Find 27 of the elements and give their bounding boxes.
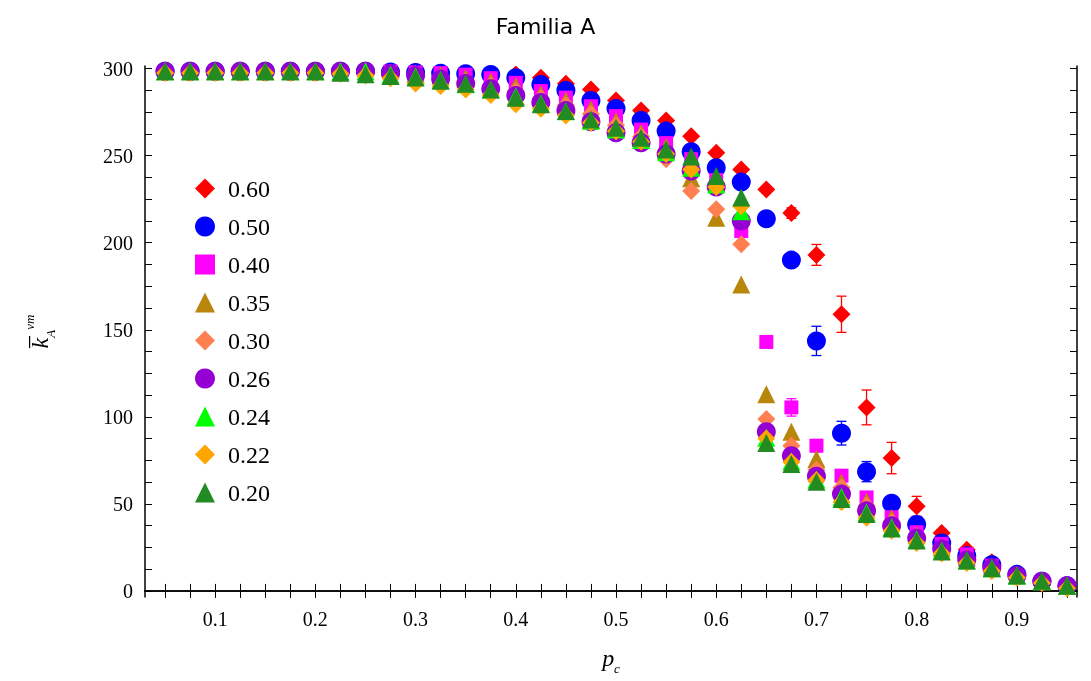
x-tick-label: 0.7 (803, 608, 829, 630)
y-axis-title: k̅Aνm (22, 314, 58, 349)
y-tick-label: 0 (123, 579, 133, 602)
x-tick-label: 0.9 (1004, 608, 1030, 630)
x-tick-label: 0.1 (202, 608, 228, 630)
chart-title: Familia A (495, 13, 596, 39)
x-tick-label: 0.3 (403, 608, 429, 630)
x-tick-label: 0.5 (603, 608, 629, 630)
y-tick-label: 50 (113, 492, 133, 515)
legend-label: 0.40 (228, 251, 270, 278)
legend-label: 0.35 (228, 289, 270, 316)
y-tick-label: 300 (103, 57, 133, 80)
y-tick-label: 200 (103, 231, 133, 254)
legend-label: 0.26 (228, 365, 270, 392)
x-tick-label: 0.2 (302, 608, 328, 630)
y-tick-label: 100 (103, 405, 133, 428)
legend-label: 0.30 (228, 327, 270, 354)
x-tick-label: 0.6 (703, 608, 729, 630)
legend-label: 0.20 (228, 479, 270, 506)
legend-label: 0.60 (228, 175, 270, 202)
legend-label: 0.50 (228, 213, 270, 240)
y-tick-label: 250 (103, 144, 133, 167)
x-tick-label: 0.8 (904, 608, 930, 630)
legend-label: 0.22 (228, 441, 270, 468)
x-tick-label: 0.4 (503, 608, 529, 630)
legend-label: 0.24 (228, 403, 270, 430)
y-tick-label: 150 (103, 318, 133, 341)
